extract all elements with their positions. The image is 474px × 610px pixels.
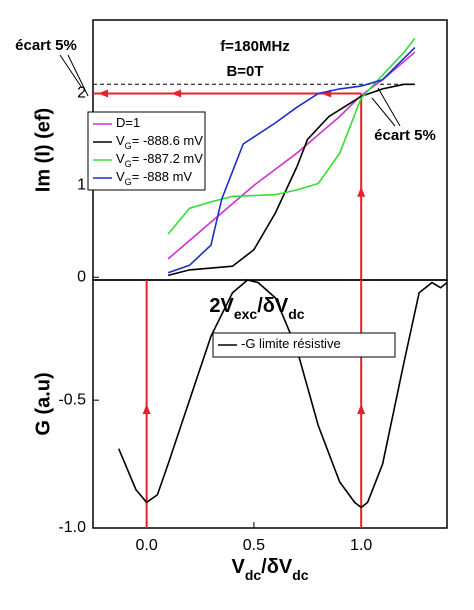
- annotation: 2Vexc/δVdc: [209, 295, 304, 321]
- x-axis-title-part: V: [231, 556, 245, 578]
- x-axis-title-part: dc: [292, 567, 309, 583]
- annotation-part: dc: [288, 306, 305, 322]
- data-line: [117, 279, 448, 509]
- legend-box: [87, 111, 206, 191]
- legend-label: -G limite résistive: [241, 336, 341, 351]
- legend-label-part: -G limite résistive: [241, 336, 341, 351]
- legend-box: [212, 332, 396, 358]
- annotation: écart 5%: [374, 127, 436, 144]
- annotation: B=0T: [226, 63, 263, 80]
- y-tick-label: -0.5: [58, 391, 86, 408]
- y-tick-label: 2: [77, 85, 86, 102]
- arrowhead: [357, 186, 366, 197]
- annotation: écart 5%: [15, 37, 77, 54]
- legend-label: D=1: [116, 115, 140, 130]
- legend-label-part: V: [116, 169, 125, 184]
- data-line: [167, 83, 415, 277]
- arrowhead: [357, 404, 366, 414]
- annotation-part: exc: [234, 306, 258, 322]
- x-axis-title-part: dc: [245, 567, 262, 583]
- legend-label-part: G: [125, 159, 132, 169]
- annotation-part: /δV: [257, 295, 289, 317]
- data-line: [167, 37, 416, 235]
- legend-label-part: D=1: [116, 115, 140, 130]
- x-axis-title: Vdc/δVdc: [231, 556, 308, 582]
- y-axis-title: G (a.u): [32, 372, 54, 435]
- plot-frame: [92, 279, 448, 529]
- y-tick-label: 0: [77, 268, 86, 285]
- data-line: [167, 47, 416, 274]
- x-tick-label: 0.0: [136, 537, 158, 554]
- y-tick-label: -1.0: [58, 519, 86, 536]
- legend-label-part: = -887.2 mV: [132, 151, 204, 166]
- legend-label: VG= -887.2 mV: [116, 151, 203, 169]
- arrowhead: [171, 89, 182, 98]
- arrowhead: [98, 89, 108, 98]
- legend-label-part: V: [116, 151, 125, 166]
- legend-label: VG= -888.6 mV: [116, 133, 203, 151]
- x-tick-label: 1.0: [350, 537, 372, 554]
- x-axis-title-part: /δV: [261, 556, 293, 578]
- pointer: [59, 54, 401, 127]
- legend-label-part: V: [116, 133, 125, 148]
- legend-label-part: G: [125, 141, 132, 151]
- y-axis-title: Im (I) (ef): [32, 108, 54, 192]
- legend-label-part: G: [125, 177, 132, 187]
- y-tick-label: 1: [77, 177, 86, 194]
- arrowhead: [142, 404, 151, 414]
- legend-label-part: = -888 mV: [132, 169, 193, 184]
- annotation-part: 2V: [209, 295, 234, 317]
- legend-label: VG= -888 mV: [116, 169, 192, 187]
- legend-label-part: = -888.6 mV: [132, 133, 204, 148]
- x-tick-label: 0.5: [243, 537, 265, 554]
- annotation: f=180MHz: [220, 38, 290, 55]
